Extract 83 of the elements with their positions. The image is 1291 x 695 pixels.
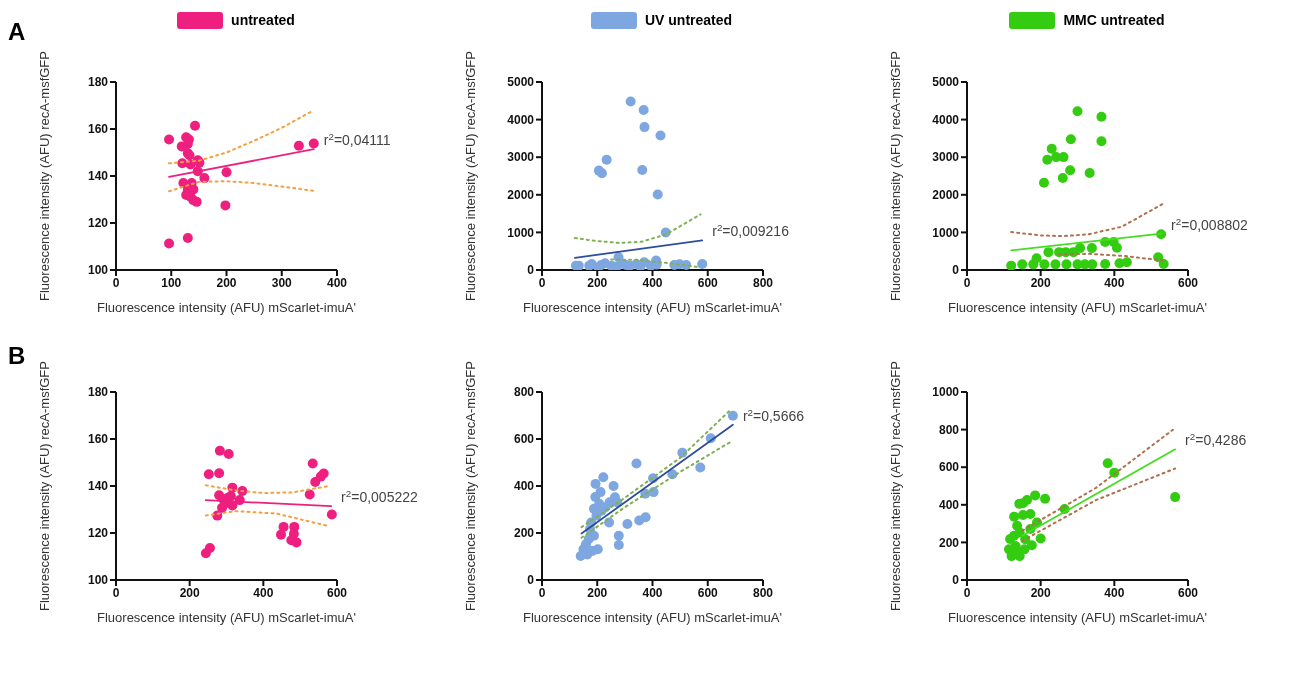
y-tick-label: 5000 — [932, 75, 960, 90]
y-tick-label: 180 — [87, 75, 109, 90]
y-tick-label: 400 — [513, 479, 534, 494]
x-axis-title: Fluorescence intensity (AFU) mScarlet-imuA' — [97, 300, 356, 315]
x-tick-label: 600 — [326, 585, 348, 600]
y-tick-label: 200 — [513, 526, 534, 541]
x-tick-label: 0 — [963, 275, 971, 290]
y-tick-label: 0 — [952, 573, 960, 588]
y-tick-label: 1000 — [506, 225, 534, 240]
x-tick-label: 800 — [752, 275, 773, 290]
y-tick-label: 800 — [513, 385, 534, 400]
x-tick-label: 0 — [112, 275, 120, 290]
x-tick-label: 0 — [538, 275, 546, 290]
y-tick-label: 200 — [938, 535, 960, 550]
y-tick-label: 0 — [952, 263, 960, 278]
x-tick-label: 200 — [1030, 275, 1051, 290]
y-axis-title: Fluorescence intensity (AFU) recA-msfGFP — [36, 51, 52, 301]
y-tick-label: 400 — [938, 498, 960, 513]
legend-label: UV untreated — [644, 12, 733, 28]
y-tick-label: 140 — [87, 169, 109, 184]
y-tick-label: 1000 — [932, 385, 960, 400]
y-tick-label: 600 — [513, 432, 534, 447]
y-tick-label: 120 — [87, 216, 109, 231]
x-axis-title: Fluorescence intensity (AFU) mScarlet-imuA' — [522, 300, 782, 315]
x-axis-title: Fluorescence intensity (AFU) mScarlet-imuA' — [948, 610, 1207, 625]
x-tick-label: 400 — [1104, 585, 1125, 600]
y-tick-label: 0 — [526, 263, 534, 278]
legend-label: MMC untreated — [1063, 12, 1165, 28]
x-tick-label: 600 — [1177, 585, 1199, 600]
y-tick-label: 180 — [87, 385, 109, 400]
y-tick-label: 100 — [87, 263, 109, 278]
x-tick-label: 200 — [216, 275, 237, 290]
x-tick-label: 400 — [1104, 275, 1125, 290]
x-tick-label: 200 — [586, 275, 608, 290]
x-tick-label: 800 — [752, 585, 773, 600]
x-tick-label: 0 — [112, 585, 120, 600]
x-tick-label: 200 — [586, 585, 608, 600]
y-tick-label: 120 — [87, 526, 109, 541]
x-tick-label: 400 — [641, 585, 663, 600]
x-tick-label: 300 — [271, 275, 293, 290]
annotation: r$^{2}$=0,009216 — [711, 221, 789, 240]
x-tick-label: 100 — [161, 275, 182, 290]
x-tick-label: 200 — [1030, 585, 1051, 600]
x-axis-title: Fluorescence intensity (AFU) mScarlet-imuA' — [522, 610, 782, 625]
y-tick-label: 3000 — [506, 150, 534, 165]
y-tick-label: 0 — [526, 573, 534, 588]
x-tick-label: 0 — [538, 585, 546, 600]
annotation: r$^{2}$=0,04111 — [323, 130, 391, 149]
legend-label: untreated — [231, 12, 295, 28]
y-axis-title: Fluorescence intensity (AFU) recA-msfGFP — [462, 51, 478, 301]
chart-title: B — [8, 342, 26, 370]
chart-title: A — [8, 18, 26, 46]
y-tick-label: 5000 — [506, 75, 534, 90]
y-tick-label: 160 — [87, 432, 109, 447]
y-axis-title: Fluorescence intensity (AFU) recA-msfGFP — [887, 51, 903, 301]
annotation: r$^{2}$=0,008802 — [1171, 215, 1249, 233]
x-tick-label: 0 — [963, 585, 971, 600]
y-tick-label: 4000 — [506, 112, 534, 127]
y-axis-title: Fluorescence intensity (AFU) recA-msfGFP — [36, 361, 52, 611]
y-tick-label: 2000 — [506, 188, 534, 203]
x-tick-label: 600 — [697, 585, 718, 600]
x-tick-label: 400 — [326, 275, 348, 290]
annotation: r$^{2}$=0,4286 — [1185, 430, 1247, 449]
x-axis-title: Fluorescence intensity (AFU) mScarlet-imuA' — [97, 610, 356, 625]
y-axis-title: Fluorescence intensity (AFU) recA-msfGFP — [462, 361, 478, 611]
x-tick-label: 400 — [253, 585, 274, 600]
x-tick-label: 200 — [179, 585, 200, 600]
x-tick-label: 600 — [697, 275, 718, 290]
y-tick-label: 160 — [87, 122, 109, 137]
y-tick-label: 600 — [938, 460, 960, 475]
y-tick-label: 3000 — [932, 150, 960, 165]
y-tick-label: 800 — [938, 422, 960, 437]
y-tick-label: 140 — [87, 479, 109, 494]
y-tick-label: 100 — [87, 573, 109, 588]
annotation: r$^{2}$=0,5666 — [742, 406, 804, 424]
x-axis-title: Fluorescence intensity (AFU) mScarlet-imuA' — [948, 300, 1207, 315]
y-tick-label: 4000 — [932, 112, 960, 127]
y-tick-label: 2000 — [932, 188, 960, 203]
x-tick-label: 400 — [641, 275, 663, 290]
x-tick-label: 600 — [1177, 275, 1199, 290]
text: r$^{2}$=0,005222 — [341, 487, 419, 506]
y-tick-label: 1000 — [932, 225, 960, 240]
y-axis-title: Fluorescence intensity (AFU) recA-msfGFP — [887, 361, 903, 611]
